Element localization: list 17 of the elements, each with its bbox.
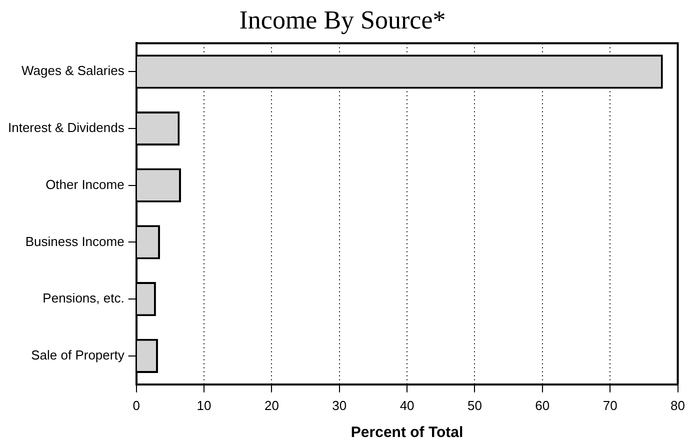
x-tick-label: 80 [670, 398, 686, 413]
x-tick-label: 40 [400, 398, 414, 413]
y-tick-label: Interest & Dividends [8, 120, 125, 136]
x-tick-label: 60 [535, 398, 550, 413]
y-tick-label: Business Income [25, 234, 124, 249]
x-tick-label: 50 [467, 398, 482, 413]
x-tick-label: 10 [196, 398, 212, 413]
x-tick-label: 0 [132, 398, 140, 413]
x-tick-label: 20 [264, 398, 279, 413]
y-tick-label: Pensions, etc. [42, 290, 124, 306]
y-tick-label: Other Income [46, 176, 124, 192]
x-axis-title: Percent of Total [350, 424, 464, 442]
chart-title: Income By Source* [239, 5, 446, 34]
x-tick-label: 70 [602, 398, 618, 413]
y-tick-label: Wages & Salaries [21, 63, 125, 78]
y-tick-label: Sale of Property [31, 348, 125, 363]
x-tick-label: 30 [332, 398, 347, 413]
